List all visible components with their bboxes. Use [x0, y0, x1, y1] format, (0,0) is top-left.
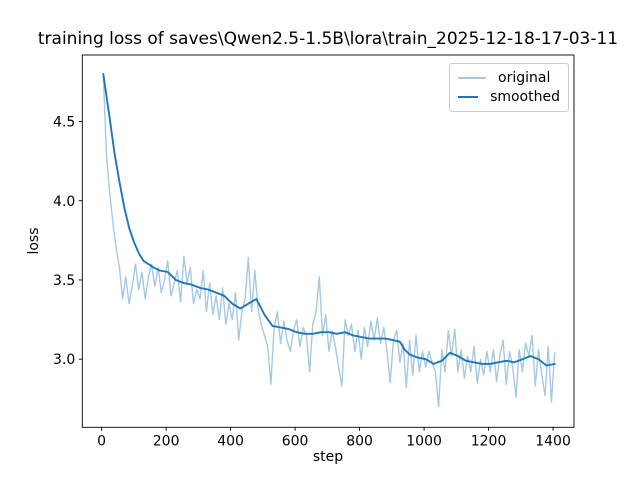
legend-item-original: original [458, 68, 560, 87]
x-tick-label: 600 [282, 433, 309, 449]
y-axis-label: loss [26, 227, 42, 255]
chart-title: training loss of saves\Qwen2.5-1.5B\lora… [37, 29, 619, 49]
legend-item-smoothed: smoothed [458, 88, 560, 107]
x-tick-label: 1200 [471, 433, 507, 449]
y-tick-label: 3.5 [53, 273, 75, 289]
legend-label-smoothed: smoothed [490, 89, 560, 106]
y-tick-label: 4.5 [53, 115, 75, 131]
legend-label-original: original [498, 69, 551, 86]
plot-border [81, 54, 575, 428]
x-tick-label: 400 [217, 433, 244, 449]
x-axis-label: step [312, 449, 344, 465]
legend: original smoothed [449, 63, 569, 112]
x-tick-label: 200 [153, 433, 180, 449]
original-line-swatch [458, 76, 486, 79]
x-tick-label: 800 [346, 433, 373, 449]
original-series-line [102, 73, 556, 408]
smoothed-line-swatch [458, 96, 479, 99]
y-tick-label: 3.0 [53, 352, 75, 368]
x-tick-label: 1400 [535, 433, 571, 449]
y-tick-label: 4.0 [53, 194, 75, 210]
x-tick-label: 0 [97, 433, 106, 449]
smoothed-series-line [102, 73, 556, 367]
x-tick-label: 1000 [406, 433, 442, 449]
